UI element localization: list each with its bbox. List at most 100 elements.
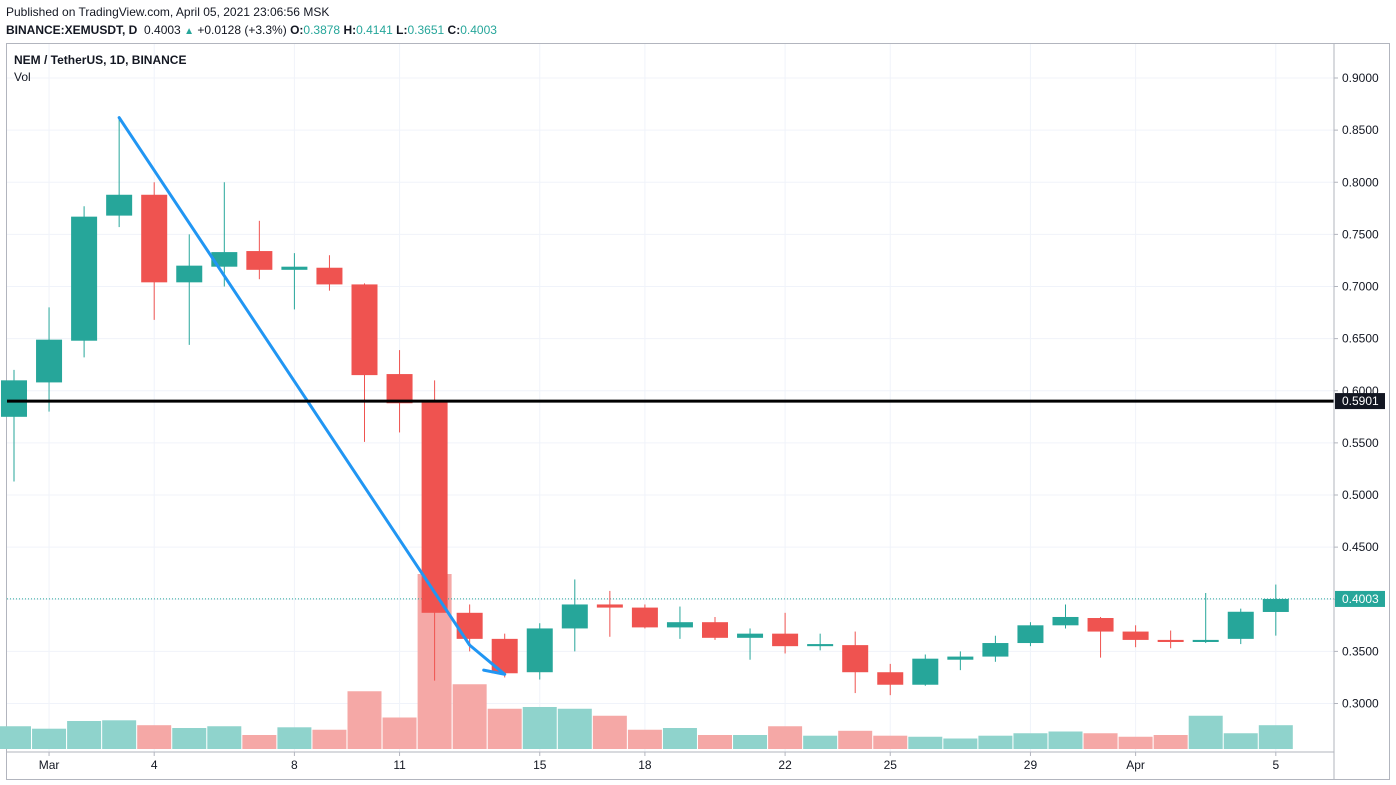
time-tick-label: 25	[884, 758, 898, 772]
price-tick-label: 0.5000	[1342, 488, 1379, 502]
high-value: 0.4141	[356, 23, 393, 37]
candle-body	[36, 339, 63, 383]
low-label: L:	[396, 23, 408, 37]
volume-bar	[662, 728, 697, 749]
volume-bar	[0, 726, 31, 749]
volume-bar	[452, 684, 487, 749]
time-tick-label: 22	[778, 758, 792, 772]
up-arrow-icon: ▲	[184, 26, 194, 37]
candle-body	[141, 194, 168, 283]
candle-body	[1087, 618, 1114, 632]
price-tick-label: 0.3500	[1342, 644, 1379, 658]
volume-bar	[768, 726, 803, 749]
close-value: 0.4003	[460, 23, 497, 37]
volume-bar	[1188, 715, 1223, 749]
last-price-label: 0.4003	[1342, 592, 1379, 606]
candle-body	[456, 612, 483, 639]
volume-bar	[487, 708, 522, 749]
price-change: +0.0128 (+3.3%)	[197, 23, 287, 37]
volume-bar	[592, 715, 627, 749]
candle-body	[526, 628, 553, 673]
candle-body	[631, 607, 658, 628]
volume-bar	[312, 729, 347, 749]
volume-bar	[908, 736, 943, 749]
volume-bar	[137, 725, 172, 749]
candle-body	[316, 267, 343, 285]
price-tick-label: 0.8000	[1342, 175, 1379, 189]
volume-bar	[698, 735, 732, 749]
candle-body	[176, 265, 203, 283]
volume-bar	[1258, 725, 1293, 749]
published-caption: Published on TradingView.com, April 05, …	[6, 5, 330, 19]
candle-body	[1192, 639, 1219, 642]
volume-bar	[943, 738, 978, 749]
volume-bar	[32, 728, 67, 749]
volume-bar	[382, 717, 417, 749]
candle-body	[351, 284, 378, 376]
candle-body	[807, 644, 834, 647]
symbol-label: BINANCE:XEMUSDT, D	[6, 23, 138, 37]
volume-bar	[557, 708, 592, 749]
candle-body	[1, 380, 27, 417]
volume-bar	[733, 735, 768, 749]
volume-bar	[873, 735, 908, 749]
series-legend: NEM / TetherUS, 1D, BINANCE	[14, 53, 187, 67]
hline-price-label: 0.5901	[1342, 394, 1379, 408]
volume-bar	[1153, 735, 1188, 749]
price-tick-label: 0.4500	[1342, 540, 1379, 554]
candle-body	[246, 251, 273, 270]
volume-legend: Vol	[14, 70, 31, 84]
ohlc-header: BINANCE:XEMUSDT, D 0.4003 ▲ +0.0128 (+3.…	[6, 23, 497, 37]
hline-price-label-bg	[1335, 393, 1385, 410]
volume-bar	[347, 691, 382, 749]
candle-body	[1262, 598, 1289, 612]
candle-body	[1122, 631, 1149, 640]
close-label: C:	[447, 23, 461, 37]
high-label: H:	[343, 23, 357, 37]
candle-body	[106, 194, 133, 216]
price-tick-label: 0.9000	[1342, 71, 1379, 85]
time-tick-label: 18	[638, 758, 652, 772]
volume-bar	[838, 730, 873, 749]
price-tick-label: 0.8500	[1342, 123, 1379, 137]
last-price: 0.4003	[144, 23, 181, 37]
candle-body	[842, 645, 869, 673]
time-tick-label: Apr	[1126, 758, 1145, 772]
candle-body	[1017, 625, 1044, 644]
time-tick-label: 29	[1024, 758, 1038, 772]
volume-bar	[978, 735, 1013, 749]
candle-body	[561, 604, 588, 629]
candle-body	[211, 252, 238, 267]
candle-body	[281, 266, 308, 270]
candle-body	[947, 656, 974, 660]
volume-bar	[803, 735, 838, 749]
low-value: 0.3651	[407, 23, 445, 37]
volume-bar	[277, 727, 312, 749]
candle-body	[702, 622, 728, 638]
volume-bar	[242, 735, 277, 749]
volume-bar	[1118, 736, 1153, 749]
time-tick-label: 4	[151, 758, 158, 772]
candle-body	[772, 633, 799, 647]
time-tick-label: Mar	[39, 758, 60, 772]
candle-body	[386, 374, 413, 404]
volume-bar	[67, 721, 102, 749]
candle-body	[666, 622, 693, 628]
price-tick-label: 0.3000	[1342, 697, 1379, 711]
time-tick-label: 8	[291, 758, 298, 772]
volume-bar	[1048, 731, 1083, 749]
candle-body	[982, 643, 1009, 657]
price-tick-label: 0.6500	[1342, 332, 1379, 346]
time-tick-label: 11	[393, 758, 406, 772]
open-value: 0.3878	[303, 23, 341, 37]
candle-body	[737, 633, 764, 638]
price-tick-label: 0.7500	[1342, 227, 1379, 241]
volume-bar	[172, 728, 207, 749]
volume-bar	[522, 707, 557, 749]
price-tick-label: 0.5500	[1342, 436, 1379, 450]
candle-body	[1157, 639, 1184, 642]
volume-bar	[1223, 733, 1258, 749]
candle-body	[596, 604, 623, 608]
trendline	[117, 116, 507, 676]
